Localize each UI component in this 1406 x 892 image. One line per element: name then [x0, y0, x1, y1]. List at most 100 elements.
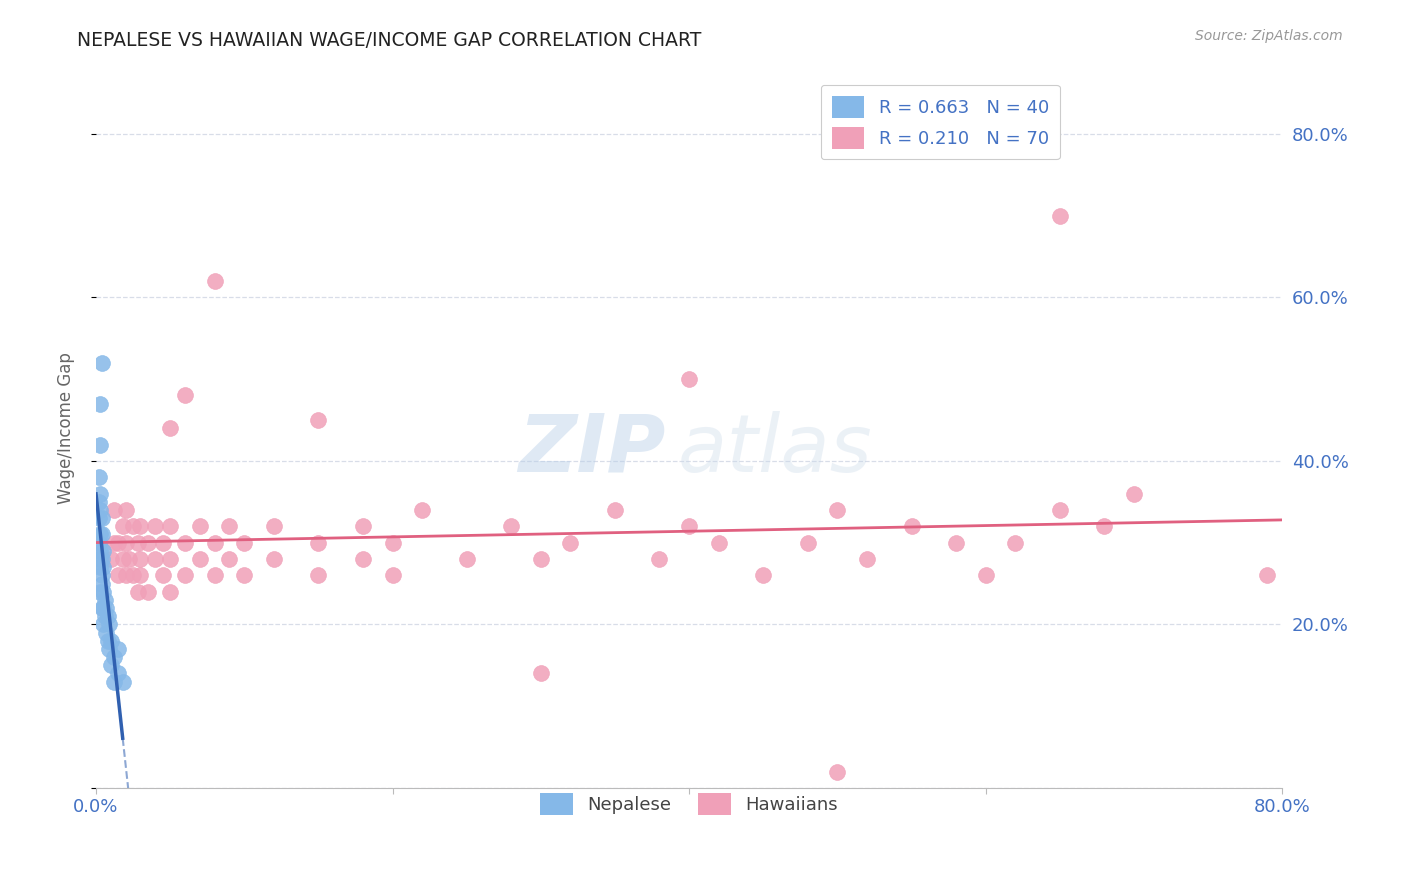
Point	[91, 601, 114, 615]
Point	[143, 519, 166, 533]
Point	[263, 552, 285, 566]
Point	[218, 552, 240, 566]
Point	[89, 543, 111, 558]
Point	[174, 568, 197, 582]
Point	[89, 560, 111, 574]
Point	[707, 535, 730, 549]
Point	[111, 674, 134, 689]
Point	[107, 641, 129, 656]
Point	[127, 535, 149, 549]
Point	[1092, 519, 1115, 533]
Point	[501, 519, 523, 533]
Point	[307, 413, 329, 427]
Point	[94, 609, 117, 624]
Point	[530, 552, 553, 566]
Point	[100, 633, 122, 648]
Point	[114, 568, 136, 582]
Point	[159, 519, 181, 533]
Point	[103, 650, 125, 665]
Point	[93, 601, 115, 615]
Point	[111, 519, 134, 533]
Point	[263, 519, 285, 533]
Point	[136, 535, 159, 549]
Point	[204, 274, 226, 288]
Point	[114, 535, 136, 549]
Point	[796, 535, 818, 549]
Point	[97, 609, 120, 624]
Point	[91, 527, 114, 541]
Point	[111, 552, 134, 566]
Point	[1004, 535, 1026, 549]
Point	[100, 552, 122, 566]
Point	[91, 356, 114, 370]
Point	[352, 519, 374, 533]
Point	[89, 527, 111, 541]
Point	[678, 372, 700, 386]
Point	[381, 535, 404, 549]
Point	[94, 592, 117, 607]
Point	[91, 568, 114, 582]
Point	[827, 764, 849, 779]
Text: Source: ZipAtlas.com: Source: ZipAtlas.com	[1195, 29, 1343, 43]
Point	[974, 568, 997, 582]
Point	[87, 470, 110, 484]
Point	[89, 584, 111, 599]
Point	[98, 641, 121, 656]
Point	[152, 535, 174, 549]
Text: NEPALESE VS HAWAIIAN WAGE/INCOME GAP CORRELATION CHART: NEPALESE VS HAWAIIAN WAGE/INCOME GAP COR…	[77, 31, 702, 50]
Point	[87, 495, 110, 509]
Point	[204, 535, 226, 549]
Point	[1049, 503, 1071, 517]
Point	[1256, 568, 1278, 582]
Point	[188, 552, 211, 566]
Point	[89, 437, 111, 451]
Point	[98, 617, 121, 632]
Point	[117, 552, 139, 566]
Point	[96, 625, 118, 640]
Point	[100, 658, 122, 673]
Point	[122, 519, 145, 533]
Point	[352, 552, 374, 566]
Point	[188, 519, 211, 533]
Point	[114, 503, 136, 517]
Point	[96, 601, 118, 615]
Point	[159, 421, 181, 435]
Point	[856, 552, 879, 566]
Point	[560, 535, 582, 549]
Point	[87, 511, 110, 525]
Legend: Nepalese, Hawaiians: Nepalese, Hawaiians	[530, 782, 849, 826]
Point	[233, 568, 256, 582]
Point	[89, 486, 111, 500]
Text: ZIP: ZIP	[517, 411, 665, 489]
Point	[456, 552, 478, 566]
Point	[103, 535, 125, 549]
Point	[381, 568, 404, 582]
Point	[91, 511, 114, 525]
Point	[827, 503, 849, 517]
Point	[122, 568, 145, 582]
Point	[900, 519, 922, 533]
Text: atlas: atlas	[678, 411, 872, 489]
Point	[93, 617, 115, 632]
Point	[411, 503, 433, 517]
Point	[91, 552, 114, 566]
Point	[174, 535, 197, 549]
Point	[93, 584, 115, 599]
Point	[159, 552, 181, 566]
Point	[307, 568, 329, 582]
Point	[89, 503, 111, 517]
Point	[204, 568, 226, 582]
Point	[218, 519, 240, 533]
Point	[89, 552, 111, 566]
Point	[678, 519, 700, 533]
Point	[530, 666, 553, 681]
Point	[127, 584, 149, 599]
Point	[97, 633, 120, 648]
Point	[945, 535, 967, 549]
Point	[107, 568, 129, 582]
Point	[648, 552, 671, 566]
Point	[159, 584, 181, 599]
Point	[129, 519, 152, 533]
Point	[103, 674, 125, 689]
Point	[1123, 486, 1146, 500]
